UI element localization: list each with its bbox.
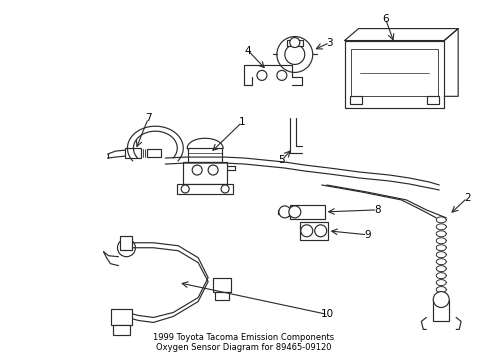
Bar bbox=[344, 41, 443, 108]
Circle shape bbox=[278, 206, 290, 218]
Bar bbox=[286, 40, 302, 45]
Bar bbox=[350, 49, 437, 96]
Bar bbox=[110, 310, 132, 325]
Bar bbox=[120, 236, 132, 250]
Circle shape bbox=[276, 71, 286, 80]
Circle shape bbox=[288, 206, 300, 218]
Circle shape bbox=[256, 71, 266, 80]
Bar bbox=[215, 292, 228, 300]
Bar bbox=[183, 162, 226, 184]
Circle shape bbox=[208, 165, 218, 175]
Text: 1999 Toyota Tacoma Emission Components
Oxygen Sensor Diagram for 89465-09120: 1999 Toyota Tacoma Emission Components O… bbox=[153, 333, 334, 352]
Circle shape bbox=[192, 165, 202, 175]
Circle shape bbox=[181, 185, 189, 193]
Bar bbox=[289, 205, 324, 219]
Text: 3: 3 bbox=[325, 37, 332, 48]
Text: 6: 6 bbox=[381, 14, 388, 24]
Text: 2: 2 bbox=[463, 193, 469, 203]
Bar bbox=[281, 208, 291, 216]
Text: 8: 8 bbox=[373, 205, 380, 215]
Bar bbox=[299, 222, 327, 240]
Circle shape bbox=[221, 185, 228, 193]
Bar bbox=[188, 148, 222, 162]
Bar bbox=[125, 148, 141, 158]
Bar bbox=[112, 325, 130, 336]
Text: 5: 5 bbox=[278, 155, 285, 165]
Text: 4: 4 bbox=[244, 45, 251, 55]
Bar bbox=[427, 96, 438, 104]
Circle shape bbox=[314, 225, 326, 237]
Text: 1: 1 bbox=[238, 117, 245, 127]
Bar bbox=[432, 300, 448, 321]
Circle shape bbox=[300, 225, 312, 237]
Bar bbox=[147, 149, 161, 157]
Text: 9: 9 bbox=[364, 230, 370, 240]
Text: 7: 7 bbox=[145, 113, 151, 123]
Bar bbox=[177, 184, 233, 194]
Circle shape bbox=[432, 292, 448, 307]
Bar bbox=[349, 96, 361, 104]
Circle shape bbox=[117, 239, 135, 257]
Circle shape bbox=[276, 37, 312, 72]
Circle shape bbox=[289, 37, 299, 48]
Text: 10: 10 bbox=[321, 310, 334, 319]
Circle shape bbox=[285, 45, 304, 64]
Bar bbox=[213, 278, 230, 292]
